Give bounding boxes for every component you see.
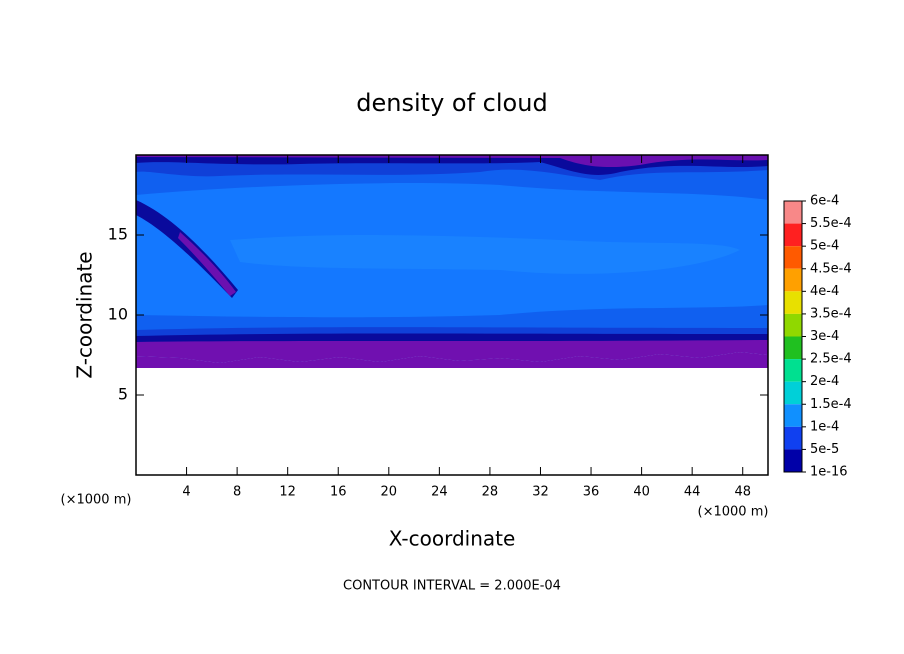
contour-field (136, 155, 768, 475)
colorbar-band (784, 268, 802, 292)
chart-title: density of cloud (356, 89, 547, 117)
colorbar-band (784, 291, 802, 314)
colorbar-label: 4.5e-4 (810, 261, 852, 276)
x-unit-label: (×1000 m) (698, 505, 769, 520)
colorbar-label: 1.5e-4 (810, 397, 852, 412)
x-tick-label: 36 (583, 485, 600, 500)
x-tick-label: 48 (734, 485, 751, 500)
y-tick-label: 10 (108, 305, 128, 324)
colorbar-label: 1e-4 (810, 419, 839, 434)
colorbar-band (784, 313, 802, 337)
colorbar-band (784, 426, 802, 450)
x-tick-label: 8 (233, 485, 241, 500)
colorbar-label: 3.5e-4 (810, 306, 852, 321)
colorbar-label: 2e-4 (810, 374, 839, 389)
x-tick-label: 32 (532, 485, 549, 500)
colorbar-label: 5e-4 (810, 239, 839, 254)
x-tick-label: 12 (279, 485, 296, 500)
colorbar-band (784, 381, 802, 405)
colorbar-band (784, 201, 802, 224)
x-tick-label: 28 (482, 485, 499, 500)
x-tick-label: 44 (684, 485, 701, 500)
colorbar-label: 3e-4 (810, 329, 839, 344)
y-unit-label: (×1000 m) (61, 493, 132, 508)
y-tick-label: 5 (118, 385, 128, 404)
colorbar-label: 1e-16 (810, 465, 848, 480)
x-tick-label: 40 (633, 485, 650, 500)
colorbar-label: 5.5e-4 (810, 216, 852, 231)
colorbar-label: 2.5e-4 (810, 352, 852, 367)
x-tick-label: 20 (381, 485, 398, 500)
colorbar-label: 4e-4 (810, 284, 839, 299)
x-axis-label: X-coordinate (389, 527, 516, 551)
x-tick-label: 4 (182, 485, 190, 500)
colorbar-label: 5e-5 (810, 442, 839, 457)
colorbar-band (784, 404, 802, 427)
colorbar-band (784, 336, 802, 360)
x-tick-label: 24 (431, 485, 448, 500)
y-axis-label: Z-coordinate (73, 251, 97, 378)
colorbar-band (784, 223, 802, 247)
colorbar-band (784, 449, 802, 472)
colorbar-label: 6e-4 (810, 194, 839, 209)
colorbar-band (784, 359, 802, 382)
x-tick-label: 16 (330, 485, 347, 500)
colorbar-band (784, 246, 802, 269)
footnote: CONTOUR INTERVAL = 2.000E-04 (343, 579, 561, 594)
y-tick-label: 15 (108, 225, 128, 244)
